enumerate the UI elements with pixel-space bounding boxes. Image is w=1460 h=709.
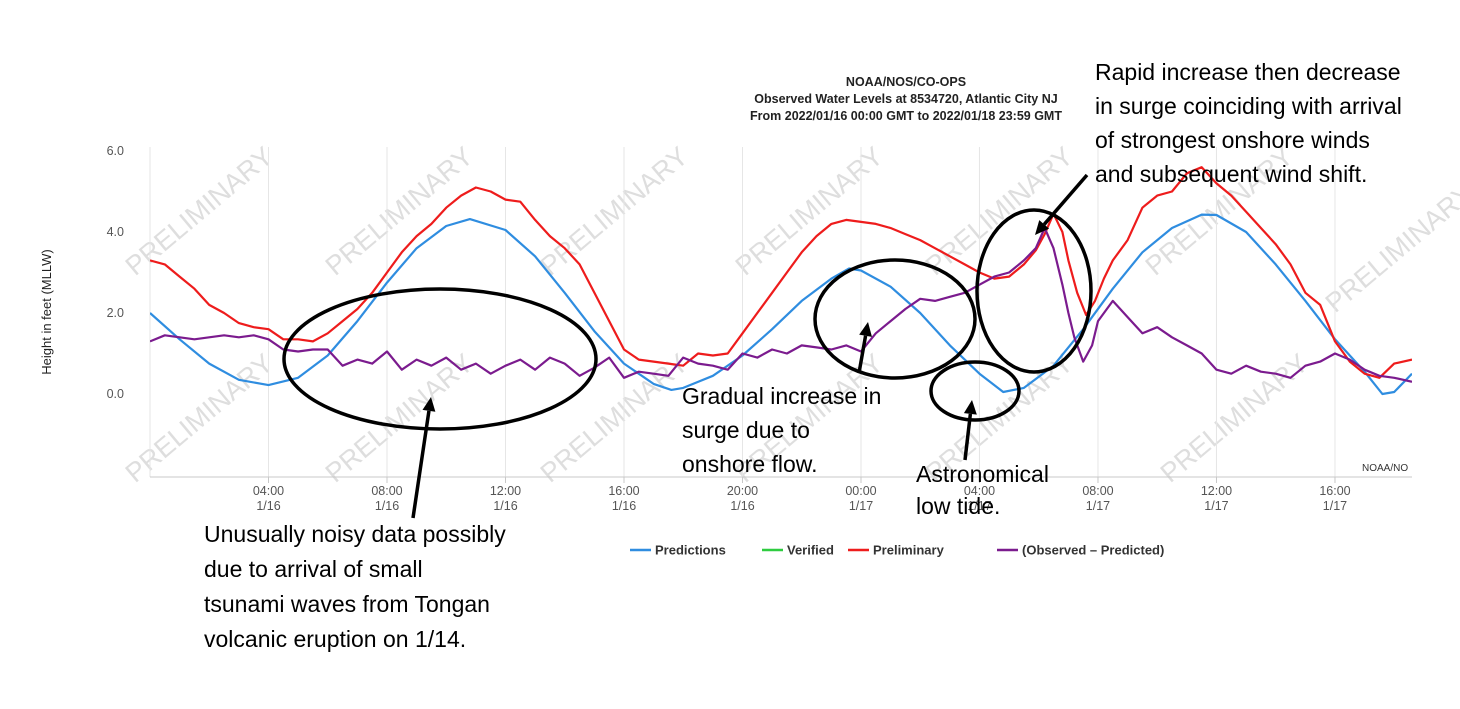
legend: Predictions Verified Preliminary (Observed … [630,543,1164,558]
x-tick-date: 1/17 [849,499,873,513]
annotation-line: Gradual increase in [682,383,881,409]
x-tick-date: 1/17 [1204,499,1228,513]
x-tick-time: 12:00 [1201,484,1232,498]
legend-label: Predictions [655,543,726,558]
x-tick-date: 1/16 [256,499,280,513]
chart-title: NOAA/NOS/CO-OPS [846,75,966,89]
x-tick-time: 12:00 [490,484,521,498]
watermark-text: PRELIMINARY [535,348,694,488]
x-tick-time: 16:00 [608,484,639,498]
ellipse-lowtide [929,360,1021,422]
x-tick-date: 1/16 [612,499,636,513]
y-tick-label: 6.0 [107,144,124,158]
watermark-text: PRELIMINARY [320,141,479,281]
ellipse-tsunami [282,287,598,431]
annotation-line: tsunami waves from Tongan [204,591,490,617]
annotation-tsunami: Unusually noisy data possibly due to arri… [204,521,506,652]
x-tick-time: 08:00 [371,484,402,498]
arrow-tsunami [411,397,436,519]
x-tick-date: 1/16 [493,499,517,513]
chart-subtitle: Observed Water Levels at 8534720, Atlant… [754,92,1057,106]
chart-titles: NOAA/NOS/CO-OPS Observed Water Levels at … [750,75,1062,123]
annotation-gradual: Gradual increase in surge due to onshore f… [682,383,881,477]
annotation-line: and subsequent wind shift. [1095,161,1367,187]
annotation-lowtide: Astronomical low tide. [916,461,1049,519]
x-tick-time: 04:00 [964,484,995,498]
x-tick-time: 08:00 [1082,484,1113,498]
legend-label: Verified [787,543,834,558]
y-tick-label: 4.0 [107,225,124,239]
annotations: Unusually noisy data possibly due to arri… [204,59,1402,652]
legend-label: (Observed – Predicted) [1022,543,1164,558]
watermark-text: PRELIMINARY [535,141,694,281]
watermark-text: PRELIMINARY [1155,348,1314,488]
x-tick-time: 04:00 [253,484,284,498]
annotation-line: Astronomical [916,461,1049,487]
annotation-line: due to arrival of small [204,556,423,582]
watermark-text: PRELIMINARY [120,141,279,281]
ellipse-gradual [813,258,977,380]
x-tick-date: 1/16 [730,499,754,513]
x-tick-date: 1/17 [967,499,991,513]
annotation-rapid: Rapid increase then decrease in surge coi… [1095,59,1402,187]
legend-label: Preliminary [873,543,945,558]
x-tick-date: 1/17 [1086,499,1110,513]
annotation-line: onshore flow. [682,451,818,477]
arrow-lowtide [963,400,977,461]
y-axis-label: Height in feet (MLLW) [39,249,54,374]
watermark-text: PRELIMINARY [320,348,479,488]
arrow-rapid [1035,173,1089,235]
ellipse-rapid [975,208,1093,374]
watermark-text: PRELIMINARY [120,348,279,488]
x-tick-time: 20:00 [727,484,758,498]
series-line-3 [150,226,1412,383]
x-tick-time: 16:00 [1319,484,1350,498]
watermark-text: PRELIMINARY [730,141,889,281]
annotation-line: volcanic eruption on 1/14. [204,626,466,652]
annotation-line: in surge coinciding with arrival [1095,93,1402,119]
annotation-line: Unusually noisy data possibly [204,521,506,547]
arrow-gradual [857,322,872,374]
annotation-line: Rapid increase then decrease [1095,59,1401,85]
x-tick-time: 00:00 [845,484,876,498]
annotation-line: low tide. [916,493,1000,519]
grid [149,147,1336,477]
credit-text: NOAA/NO [1362,463,1408,474]
x-tick-date: 1/17 [1323,499,1347,513]
annotation-line: of strongest onshore winds [1095,127,1370,153]
annotation-line: surge due to [682,417,810,443]
y-tick-label: 0.0 [107,387,124,401]
axes: 6.04.02.00.004:001/1608:001/1612:001/161… [39,144,1412,513]
y-tick-label: 2.0 [107,306,124,320]
x-tick-date: 1/16 [375,499,399,513]
chart-subtitle: From 2022/01/16 00:00 GMT to 2022/01/18 … [750,109,1062,123]
series-line-0 [150,213,1412,396]
watermark-text: PRELIMINARY [1320,178,1460,318]
